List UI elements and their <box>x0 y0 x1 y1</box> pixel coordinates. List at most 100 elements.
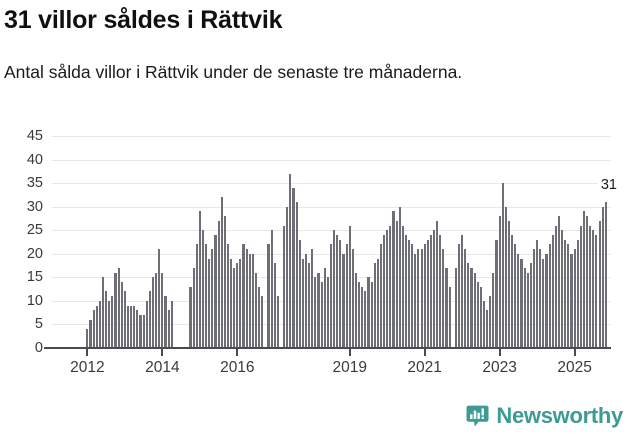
bar <box>211 249 214 348</box>
bar <box>432 230 436 348</box>
bar <box>598 220 601 348</box>
bar <box>230 258 233 348</box>
bar <box>239 258 242 348</box>
bar <box>436 220 439 348</box>
bar <box>532 249 536 348</box>
bar <box>495 239 498 348</box>
bar <box>442 249 445 348</box>
x-axis-tick-mark <box>86 349 89 356</box>
bar <box>114 272 117 348</box>
bar <box>373 263 376 348</box>
bar <box>567 244 570 348</box>
x-axis-baseline <box>44 347 611 349</box>
bar <box>420 249 423 348</box>
bar <box>214 234 217 348</box>
bar <box>489 296 492 348</box>
bar <box>379 244 382 348</box>
bar <box>142 315 145 348</box>
bar <box>389 225 392 348</box>
bar <box>226 244 229 348</box>
bar <box>445 267 448 348</box>
gridline <box>52 136 611 137</box>
bar <box>339 239 342 348</box>
gridline <box>52 183 611 185</box>
bar <box>579 225 582 348</box>
bar <box>517 253 520 348</box>
bar <box>205 244 208 348</box>
bar <box>98 300 101 348</box>
bar <box>539 249 542 348</box>
bar <box>201 230 204 348</box>
bar <box>570 253 573 348</box>
x-axis-tick-label: 2021 <box>407 359 442 376</box>
bar <box>108 300 111 348</box>
bar <box>95 305 98 348</box>
bar <box>139 315 142 348</box>
x-axis-tick-mark <box>573 349 576 356</box>
bar <box>561 230 564 348</box>
bar <box>164 296 167 348</box>
bar <box>123 291 126 348</box>
bar <box>273 263 276 348</box>
bar <box>426 239 429 348</box>
bar <box>148 291 151 348</box>
bar <box>404 234 407 348</box>
bar <box>392 211 395 348</box>
bar <box>120 282 123 348</box>
bar <box>254 272 258 348</box>
bar <box>336 234 339 348</box>
x-axis-tick-label: 2014 <box>145 359 180 376</box>
bar <box>208 258 211 348</box>
bar <box>479 286 482 348</box>
bar <box>454 267 457 348</box>
bar <box>557 216 561 348</box>
bar <box>536 239 539 348</box>
bar <box>270 230 273 348</box>
bar <box>542 258 545 348</box>
bar <box>170 300 173 348</box>
bar <box>429 234 432 348</box>
bar <box>155 272 158 348</box>
bar <box>242 244 245 348</box>
bar <box>504 206 507 348</box>
bar <box>401 225 404 348</box>
bar <box>386 230 389 348</box>
bar <box>439 234 442 348</box>
bar <box>348 225 351 348</box>
bar <box>507 220 511 348</box>
bar <box>461 234 464 348</box>
bar <box>520 258 523 348</box>
y-axis-tick-label: 40 <box>26 151 43 168</box>
bar <box>514 244 517 348</box>
bar <box>554 225 557 348</box>
bar <box>198 211 201 348</box>
bar-series <box>52 136 611 348</box>
gridline <box>52 159 611 161</box>
plot-area: 0 5 10 15 20 25 30 35 40 45 31 <box>27 128 621 356</box>
bar <box>245 249 248 348</box>
bar <box>482 300 486 348</box>
x-axis-tick-mark <box>161 349 164 356</box>
bar <box>354 272 358 348</box>
x-axis-tick-label: 2019 <box>332 359 367 376</box>
bar <box>304 253 308 348</box>
bar <box>161 272 164 348</box>
bar <box>595 234 598 348</box>
x-axis-tick-mark <box>423 349 426 356</box>
bar <box>195 244 198 348</box>
bar <box>414 253 417 348</box>
bar <box>492 272 495 348</box>
bar <box>105 291 108 348</box>
bar <box>283 225 286 348</box>
bar <box>417 249 420 348</box>
bar <box>89 319 92 348</box>
bar <box>470 267 473 348</box>
y-axis-tick-label: 20 <box>26 245 43 262</box>
bar <box>448 286 451 348</box>
bar <box>564 239 567 348</box>
bar <box>601 206 604 348</box>
bar <box>133 305 136 348</box>
bar <box>551 234 554 348</box>
bar <box>604 201 607 348</box>
bar <box>457 244 461 348</box>
